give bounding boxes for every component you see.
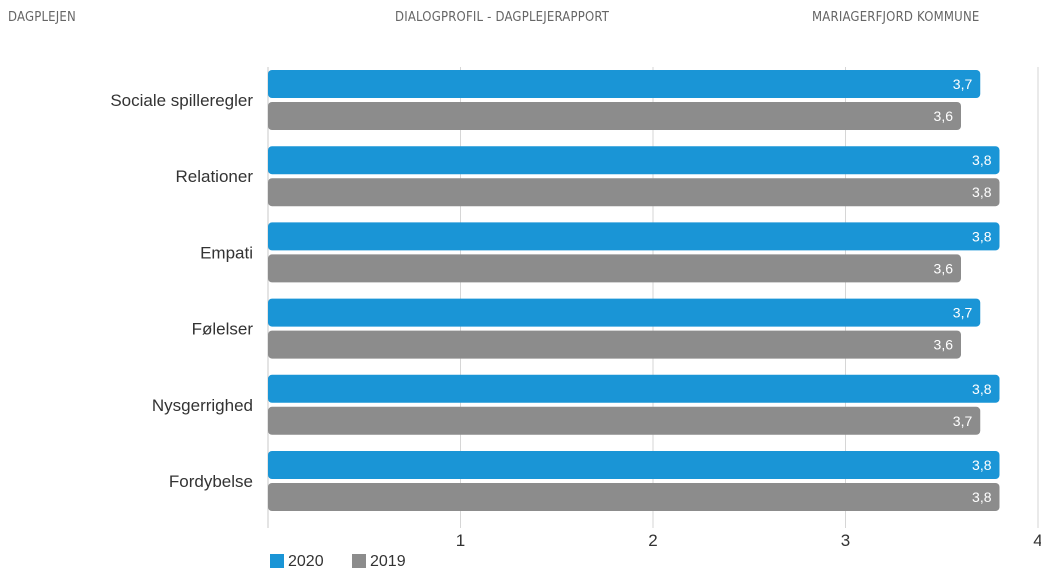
bars: 3,7 3,6 3,8 3,8 3,8 3,6 3,7 3,6 3,8 3,7 3,8 3,8 [268, 70, 1000, 511]
data-label: 3,6 [934, 260, 954, 276]
header-right: MARIAGERFJORD KOMMUNE [812, 10, 980, 25]
category-label: Fordybelse [169, 472, 253, 491]
header-center: DIALOGPROFIL - DAGPLEJERAPPORT [395, 10, 610, 25]
bar-2019 [268, 406, 981, 435]
category-label: Sociale spilleregler [110, 91, 253, 110]
bar-2019 [268, 483, 1000, 511]
legend-label: 2019 [370, 553, 406, 570]
data-label: 3,6 [934, 337, 954, 353]
bar-2020 [268, 222, 1000, 251]
bar-2019 [268, 330, 961, 359]
bar-2019 [268, 102, 961, 130]
category-label: Empati [200, 243, 253, 262]
bar-2020 [268, 146, 1000, 175]
data-label: 3,7 [953, 413, 973, 429]
x-tick-label: 1 [456, 531, 465, 550]
bar-2020 [268, 451, 1000, 479]
bar-2019 [268, 254, 961, 283]
bar-2020 [268, 70, 981, 98]
legend-swatch-2020 [270, 554, 284, 568]
data-label: 3,8 [972, 489, 992, 505]
data-label: 3,8 [972, 184, 992, 200]
x-tick-label: 4 [1033, 531, 1041, 550]
data-label: 3,6 [934, 108, 954, 124]
legend-swatch-2019 [352, 554, 366, 568]
category-label: Følelser [192, 320, 254, 339]
category-label: Nysgerrighed [152, 396, 253, 415]
bar-2020 [268, 374, 1000, 403]
data-label: 3,7 [953, 305, 973, 321]
x-tick-labels: 1 2 3 4 [456, 531, 1041, 550]
legend: 2020 2019 [270, 553, 406, 570]
header-left: DAGPLEJEN [8, 10, 76, 25]
category-label: Relationer [176, 167, 254, 186]
x-tick-label: 2 [648, 531, 657, 550]
bar-2020 [268, 298, 981, 327]
legend-label: 2020 [288, 553, 324, 570]
data-label: 3,8 [972, 228, 992, 244]
x-tick-label: 3 [841, 531, 850, 550]
bar-2019 [268, 178, 1000, 207]
category-labels: Sociale spilleregler Relationer Empati Føle… [110, 91, 253, 491]
data-label: 3,7 [953, 76, 973, 92]
data-label: 3,8 [972, 381, 992, 397]
data-label: 3,8 [972, 152, 992, 168]
data-label: 3,8 [972, 457, 992, 473]
